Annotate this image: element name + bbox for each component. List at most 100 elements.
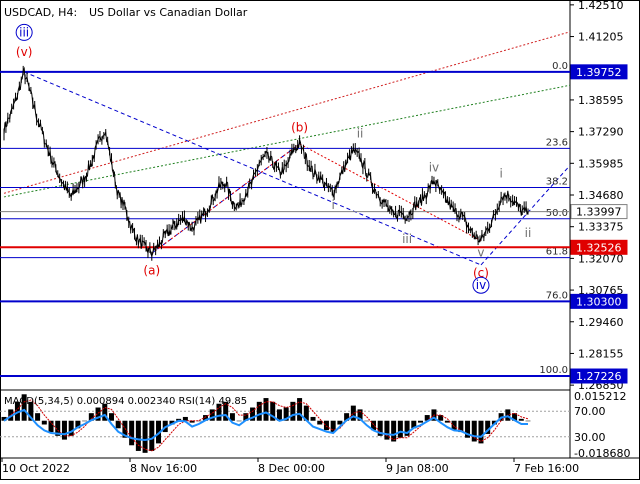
macd-hist-bar: [8, 409, 14, 421]
fib-level-label: 23.6: [546, 137, 568, 148]
macd-hist-bar: [149, 420, 155, 451]
macd-hist-bar: [323, 420, 329, 431]
macd-hist-bar: [310, 416, 316, 421]
macd-hist-bar: [525, 420, 531, 422]
macd-hist-bar: [176, 418, 182, 421]
price-axis[interactable]: 1.425101.412051.398571.385951.372901.359…: [570, 0, 624, 392]
price-tags-layer: 1.39752 1.30300 1.27226 1.33997 1.32526: [570, 64, 628, 384]
macd-hist-bar: [478, 420, 484, 444]
wave-label-circle: [472, 276, 490, 294]
wave-label: iv: [476, 278, 486, 292]
macd-hist-bar: [418, 420, 424, 423]
fib-level-label: 61.8: [546, 247, 568, 258]
indicator-tick-label: 70.00: [574, 405, 606, 418]
macd-hist-bar: [1, 416, 7, 421]
macd-hist-bar: [330, 420, 336, 433]
y-tick-label: 1.37290: [578, 126, 624, 139]
macd-hist-bar: [75, 420, 81, 429]
fibonacci-layer: 0.0 23.6 38.2 50.0 61.8 76.0 100.0: [0, 61, 570, 378]
macd-hist-bar: [115, 420, 121, 429]
macd-hist-bar: [424, 415, 430, 421]
macd-hist-bar: [384, 420, 390, 440]
macd-hist-bar: [129, 420, 135, 446]
current-price-tag-bg: [570, 204, 628, 220]
macd-hist-bar: [82, 420, 88, 422]
wave-label: v: [477, 245, 484, 259]
macd-hist-bar: [135, 420, 141, 451]
macd-hist-bar: [518, 418, 524, 421]
macd-hist-bar: [411, 420, 417, 429]
price-line: [3, 66, 529, 258]
wave-label-circle: [15, 23, 33, 41]
y-tick-label: 1.29460: [578, 316, 624, 329]
macd-hist-bar: [14, 401, 20, 421]
macd-hist-bar: [471, 420, 477, 442]
wave-label: ii: [525, 226, 532, 240]
channel-line-upper: [23, 71, 482, 266]
wave-label: i: [499, 167, 502, 181]
channel-line-lower: [151, 143, 300, 254]
macd-hist-bar: [95, 407, 101, 421]
fib-price-tag: 1.30300: [576, 295, 622, 308]
macd-hist-bar: [156, 420, 162, 444]
macd-hist-bar: [276, 409, 282, 421]
macd-hist-bar: [364, 420, 370, 422]
fib-level-label: 100.0: [539, 365, 568, 376]
wave-label: (b): [291, 120, 308, 134]
macd-hist-bar: [465, 420, 471, 438]
macd-hist-bar: [142, 420, 148, 453]
macd-hist-bar: [196, 420, 202, 422]
current-price-tag: 1.33997: [576, 206, 622, 219]
macd-hist-bar: [209, 409, 215, 421]
wave-label: (c): [473, 266, 489, 280]
indicator-tick-label: 0.015212: [574, 390, 627, 403]
fib-price-tag-bg: [570, 293, 628, 309]
macd-hist-bar: [303, 405, 309, 421]
macd-hist-bar: [102, 403, 108, 421]
x-tick-label: 8 Nov 16:00: [130, 462, 197, 475]
macd-hist-bar: [391, 420, 397, 442]
macd-hist-bar: [344, 413, 350, 421]
chart-description: US Dollar vs Canadian Dollar: [89, 6, 248, 19]
price-layer: [3, 65, 529, 261]
y-tick-label: 1.32070: [578, 252, 624, 265]
fib-level-label: 50.0: [546, 208, 568, 219]
time-axis[interactable]: 10 Oct 2022 8 Nov 16:00 8 Dec 00:00 9 Jan 0…: [1, 458, 579, 475]
wave-label: iv: [429, 160, 439, 174]
macd-hist-bar: [88, 413, 94, 421]
macd-hist-bar: [223, 401, 229, 421]
macd-hist-bar: [317, 420, 323, 425]
wave-label: iii: [19, 25, 29, 39]
macd-hist-bar: [122, 420, 128, 438]
macd-hist-bar: [297, 398, 303, 421]
macd-hist-bar: [28, 401, 34, 421]
macd-hist-bar: [404, 420, 410, 436]
macd-hist-bar: [451, 420, 457, 431]
fib-price-tag: 1.27226: [576, 370, 622, 383]
support-price-tag: 1.32526: [576, 241, 622, 254]
x-tick-label: 10 Oct 2022: [2, 462, 70, 475]
y-tick-label: 1.35985: [578, 157, 624, 170]
y-tick-label: 1.34680: [578, 189, 624, 202]
macd-hist-bar: [397, 420, 403, 438]
macd-hist-bar: [256, 401, 262, 421]
macd-hist-bar: [21, 394, 27, 421]
wave-label: i: [332, 198, 335, 212]
macd-hist-bar: [35, 413, 41, 421]
macd-hist-bar: [370, 420, 376, 431]
macd-hist-bar: [438, 415, 444, 421]
macd-hist-bar: [512, 413, 518, 421]
macd-hist-bar: [350, 405, 356, 421]
indicator-tick-label: 30.00: [574, 431, 606, 444]
wave-label: (v): [16, 45, 32, 59]
macd-hist-bar: [229, 413, 235, 421]
x-tick-label: 8 Dec 00:00: [258, 462, 325, 475]
macd-hist-bar: [68, 420, 74, 436]
chart-symbol-timeframe: USDCAD, H4:: [4, 6, 77, 19]
rsi-line: [3, 408, 528, 442]
macd-hist-bar: [61, 420, 67, 440]
y-tick-label: 1.41205: [578, 31, 624, 44]
